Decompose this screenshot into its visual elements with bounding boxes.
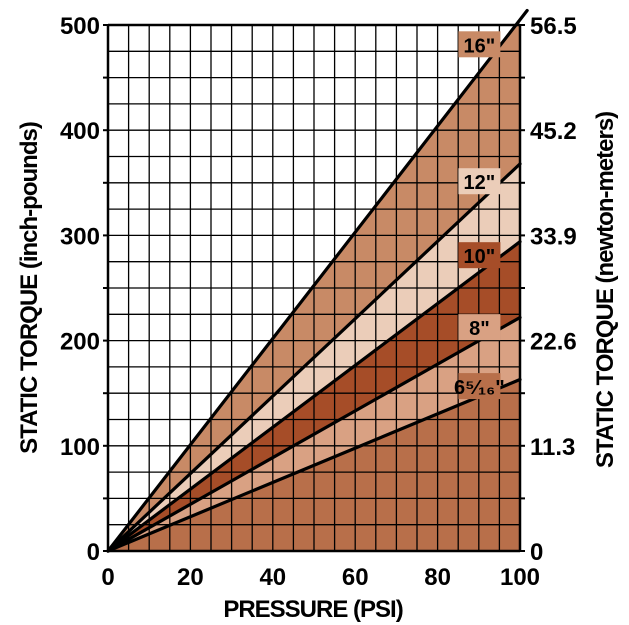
y-tick-label: 500 — [60, 13, 100, 40]
series-label-bg — [458, 31, 501, 58]
series-label: 10" — [464, 246, 496, 268]
x-axis-title: PRESSURE (PSI) — [223, 596, 402, 623]
y2-tick-label: 45.2 — [530, 118, 577, 145]
series-line-2 — [106, 240, 522, 553]
y2-tick-label: 56.5 — [530, 13, 577, 40]
x-tick-label: 20 — [177, 564, 204, 591]
series-label-bg — [458, 314, 501, 341]
y2-tick-label: 22.6 — [530, 329, 577, 356]
series-labels: 6⁵⁄₁₆" 8" 10" 12" 16" — [454, 31, 505, 400]
y-axis-title: STATIC TORQUE (inch-pounds) — [16, 122, 43, 454]
series-label: 16" — [464, 35, 496, 57]
y2-tick-label: 0 — [530, 539, 543, 566]
y2-tick-label: 33.9 — [530, 223, 577, 250]
y-ticks: 0 100 200 300 400 500 — [60, 13, 100, 566]
series-line-1 — [106, 315, 522, 553]
series-line-0 — [106, 377, 522, 553]
series-label-bg — [458, 242, 501, 269]
series-label: 8" — [469, 318, 490, 340]
series-label-bg — [458, 168, 501, 195]
y2-axis-title: STATIC TORQUE (newton-meters) — [592, 112, 619, 468]
series-label: 6⁵⁄₁₆" — [454, 377, 505, 399]
grid — [103, 23, 525, 553]
y-tick-label: 100 — [60, 434, 100, 461]
y-tick-label: 200 — [60, 329, 100, 356]
y2-tick-label: 11.3 — [530, 434, 575, 461]
y-tick-label: 0 — [87, 539, 100, 566]
x-tick-label: 80 — [424, 564, 451, 591]
series-label-bg — [458, 373, 501, 400]
x-ticks: 0 20 40 60 80 100 — [101, 564, 540, 591]
y2-ticks: 0 11.3 22.6 33.9 45.2 56.5 — [530, 13, 577, 566]
x-tick-label: 100 — [500, 564, 540, 591]
x-tick-label: 60 — [342, 564, 369, 591]
series-line-3 — [106, 162, 522, 553]
series-label: 12" — [464, 172, 496, 194]
series-line-4 — [106, 8, 529, 553]
series-lines — [106, 8, 529, 553]
x-tick-label: 40 — [259, 564, 286, 591]
y-tick-label: 300 — [60, 223, 100, 250]
y-tick-label: 400 — [60, 118, 100, 145]
x-tick-label: 0 — [101, 564, 114, 591]
